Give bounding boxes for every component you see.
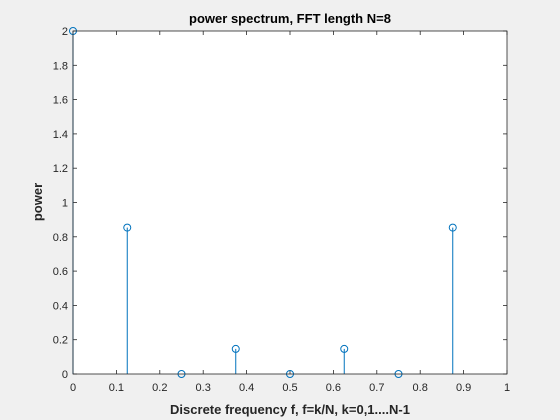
y-tick-label: 1.6 (53, 95, 68, 107)
x-tick-label: 0.9 (456, 382, 471, 394)
y-axis-label: power (30, 183, 45, 221)
y-tick-label: 1 (62, 198, 68, 210)
stem-marker (340, 344, 349, 353)
stem-marker (231, 344, 240, 353)
y-tick-label: 1.4 (53, 129, 68, 141)
y-tick-label: 0 (62, 369, 68, 381)
chart-title: power spectrum, FFT length N=8 (189, 11, 391, 26)
x-tick-label: 0.7 (369, 382, 384, 394)
y-tick-label: 1.2 (53, 163, 68, 175)
x-tick-label: 1 (504, 382, 510, 394)
x-tick-label: 0.8 (413, 382, 428, 394)
x-tick-label: 0.5 (282, 382, 297, 394)
x-axis-label: Discrete frequency f, f=k/N, k=0,1....N-… (170, 402, 410, 417)
y-tick-label: 0.8 (53, 232, 68, 244)
y-tick-label: 1.8 (53, 60, 68, 72)
x-tick-label: 0.6 (326, 382, 341, 394)
x-tick-label: 0.1 (109, 382, 124, 394)
y-tick-label: 0.2 (53, 335, 68, 347)
x-tick-label: 0 (70, 382, 76, 394)
x-tick-label: 0.4 (239, 382, 254, 394)
x-tick-label: 0.3 (196, 382, 211, 394)
y-tick-label: 0.4 (53, 300, 68, 312)
y-tick-label: 2 (62, 26, 68, 38)
axes-background (73, 31, 507, 374)
axis-ticks: 0 0.1 0.2 0.3 0.4 0.5 0.6 0.7 0.8 0.9 1 0 0.2 0.4 0.6 0… (53, 26, 510, 394)
stem-marker (123, 223, 132, 232)
stem-marker (448, 223, 457, 232)
x-tick-label: 0.2 (152, 382, 167, 394)
axes-box (72, 30, 508, 375)
y-tick-label: 0.6 (53, 266, 68, 278)
